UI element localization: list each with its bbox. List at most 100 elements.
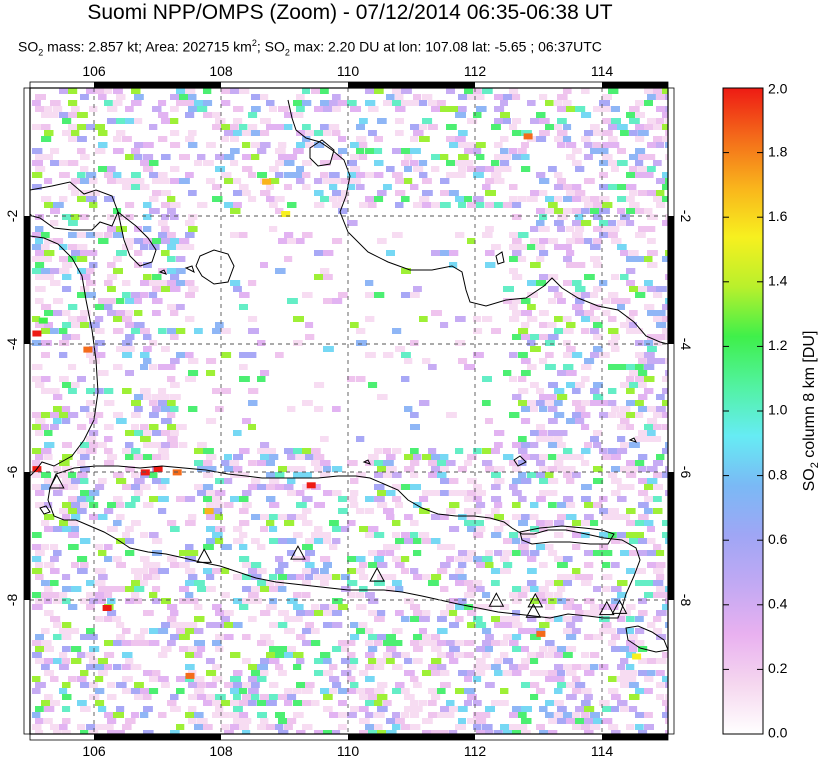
so2-pixel: [158, 484, 167, 490]
so2-pixel: [410, 604, 421, 610]
so2-pixel: [440, 730, 449, 734]
so2-pixel: [194, 484, 204, 490]
so2-pixel: [302, 556, 311, 562]
so2-pixel: [356, 136, 367, 142]
so2-pixel: [170, 214, 179, 220]
so2-pixel: [95, 664, 105, 670]
so2-pixel: [557, 226, 566, 232]
colorbar-tick-label: 2.0: [768, 81, 788, 97]
so2-pixel: [608, 328, 619, 334]
so2-pixel: [62, 334, 73, 340]
so2-pixel: [143, 610, 154, 616]
so2-pixel: [500, 160, 510, 166]
so2-pixel: [68, 532, 79, 538]
so2-pixel: [170, 610, 179, 616]
so2-pixel: [143, 262, 152, 268]
so2-pixel: [257, 724, 267, 730]
so2-pixel: [581, 412, 591, 418]
so2-pixel: [638, 190, 649, 196]
so2-pixel: [629, 154, 639, 160]
so2-pixel: [329, 100, 338, 106]
so2-pixel: [44, 718, 53, 724]
so2-pixel: [566, 574, 577, 580]
so2-pixel: [590, 652, 600, 658]
so2-pixel: [59, 664, 69, 670]
so2-pixel: [62, 514, 71, 520]
so2-pixel: [626, 460, 636, 466]
so2-pixel: [428, 580, 439, 586]
so2-pixel: [422, 190, 433, 196]
so2-pixel: [44, 562, 55, 568]
so2-pixel: [518, 400, 528, 406]
so2-pixel: [584, 142, 593, 148]
so2-pixel: [98, 130, 108, 136]
so2-pixel: [527, 316, 538, 322]
so2-pixel: [473, 580, 483, 586]
so2-pixel: [359, 622, 368, 628]
so2-pixel: [62, 634, 72, 640]
so2-pixel: [59, 112, 70, 118]
so2-pixel: [185, 712, 195, 718]
so2-pixel: [86, 388, 97, 394]
so2-pixel: [575, 718, 586, 724]
so2-pixel: [584, 154, 593, 160]
so2-pixel: [473, 148, 482, 154]
so2-pixel: [185, 172, 194, 178]
so2-pixel: [194, 604, 203, 610]
so2-pixel: [557, 178, 566, 184]
so2-pixel: [473, 532, 484, 538]
so2-pixel: [257, 484, 268, 490]
so2-pixel: [512, 730, 523, 734]
map-subtitle: SO2 mass: 2.857 kt; Area: 202715 km2; SO…: [18, 38, 602, 58]
so2-pixel: [86, 412, 95, 418]
so2-pixel: [611, 490, 621, 496]
lat-tick-left: -2: [4, 210, 20, 223]
so2-pixel: [248, 460, 257, 466]
so2-pixel: [149, 640, 160, 646]
so2-pixel: [287, 238, 296, 244]
so2-pixel: [539, 478, 549, 484]
so2-pixel: [617, 424, 627, 430]
coastline-layer: [30, 99, 668, 653]
so2-pixel: [323, 562, 332, 568]
so2-pixel: [503, 550, 512, 556]
so2-pixel: [608, 340, 619, 346]
so2-pixel: [275, 148, 286, 154]
so2-pixel: [473, 712, 483, 718]
so2-pixel: [494, 202, 503, 208]
so2-pixel: [134, 478, 145, 484]
so2-pixel: [86, 652, 96, 658]
so2-pixel: [662, 652, 668, 658]
so2-pixel: [167, 412, 176, 418]
lat-tick-left: -4: [4, 338, 20, 351]
so2-pixel: [581, 664, 591, 670]
so2-pixel: [332, 298, 343, 304]
so2-pixel: [302, 88, 310, 94]
so2-pixel: [665, 706, 668, 712]
so2-pixel: [629, 130, 638, 136]
so2-pixel: [446, 88, 455, 94]
so2-pixel: [107, 118, 117, 124]
so2-pixel: [419, 532, 430, 538]
so2-pixel: [188, 718, 197, 724]
so2-pixel: [656, 286, 667, 292]
so2-pixel: [296, 178, 305, 184]
so2-pixel: [44, 478, 53, 484]
so2-pixel: [260, 370, 270, 376]
so2-pixel: [557, 94, 568, 100]
so2-pixel: [422, 178, 432, 184]
so2-pixel: [512, 466, 521, 472]
so2-pixel: [107, 286, 116, 292]
so2-pixel: [545, 100, 554, 106]
so2-pixel: [161, 226, 170, 232]
so2-pixel: [314, 106, 325, 112]
so2-pixel: [413, 130, 424, 136]
so2-pixel: [665, 586, 668, 592]
so2-pixel: [95, 484, 105, 490]
so2-pixel: [149, 340, 158, 346]
so2-pixel: [572, 400, 582, 406]
so2-pixel: [656, 394, 665, 400]
so2-pixel: [593, 202, 604, 208]
so2-pixel: [215, 322, 224, 328]
so2-pixel: [413, 658, 423, 664]
